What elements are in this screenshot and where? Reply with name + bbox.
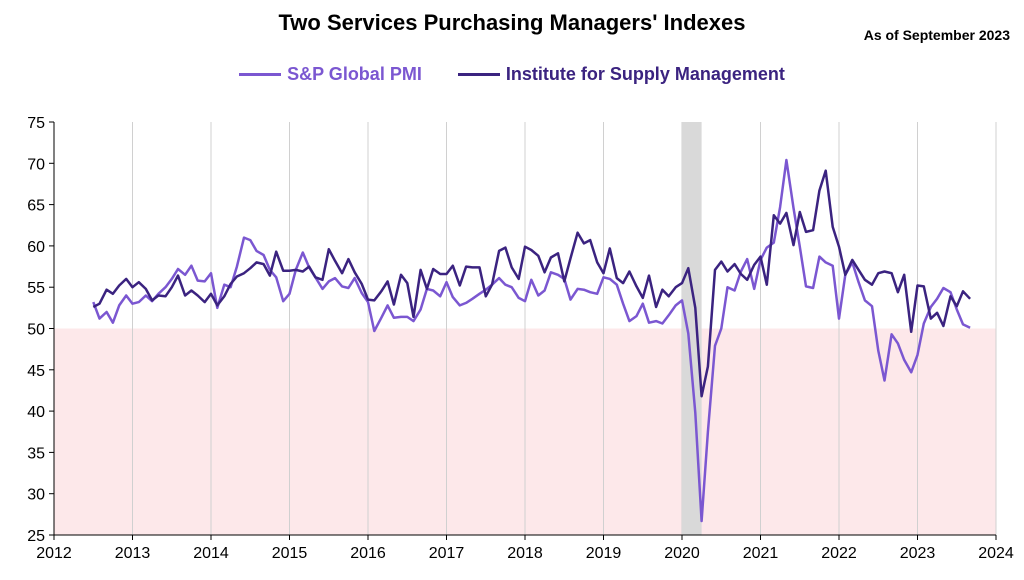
axes xyxy=(49,121,997,540)
x-tick-label: 2018 xyxy=(507,545,543,562)
legend-label-ism: Institute for Supply Management xyxy=(505,64,785,84)
y-tick-label: 70 xyxy=(27,156,45,173)
x-tick-label: 2022 xyxy=(821,545,857,562)
chart-title: Two Services Purchasing Managers' Indexe… xyxy=(278,10,746,35)
as-of-label: As of September 2023 xyxy=(863,27,1010,43)
x-tick-label: 2014 xyxy=(193,545,229,562)
x-tick-label: 2012 xyxy=(36,545,72,562)
legend-swatch-sp xyxy=(239,73,282,76)
y-tick-label: 40 xyxy=(27,404,45,421)
x-tick-label: 2020 xyxy=(664,545,700,562)
x-tick-label: 2016 xyxy=(350,545,386,562)
x-tick-label: 2017 xyxy=(429,545,465,562)
y-tick-label: 60 xyxy=(27,239,45,256)
series-lines xyxy=(92,158,972,523)
x-tick-label: 2019 xyxy=(586,545,622,562)
y-tick-label: 50 xyxy=(27,322,45,339)
y-tick-label: 55 xyxy=(27,280,45,297)
legend-item-ism: Institute for Supply Management xyxy=(457,64,785,85)
tick-labels: 2012 2013 2014 2015 2016 2017 2018 2019 2020 2021… xyxy=(27,115,1014,562)
x-tick-label: 2024 xyxy=(978,545,1014,562)
x-tick-label: 2015 xyxy=(272,545,308,562)
y-tick-label: 25 xyxy=(27,528,45,545)
legend: S&P Global PMI Institute for Supply Mana… xyxy=(0,64,1024,85)
y-tick-label: 30 xyxy=(27,487,45,504)
x-tick-label: 2021 xyxy=(743,545,779,562)
y-tick-label: 75 xyxy=(27,115,45,132)
x-tick-label: 2013 xyxy=(115,545,151,562)
legend-swatch-ism xyxy=(457,73,500,76)
series-line-ism xyxy=(92,169,972,398)
legend-item-sp: S&P Global PMI xyxy=(239,64,422,85)
y-tick-label: 65 xyxy=(27,198,45,215)
x-tick-label: 2023 xyxy=(900,545,936,562)
series-line-sp-global-pmi xyxy=(92,158,971,523)
legend-label-sp: S&P Global PMI xyxy=(287,64,422,84)
y-tick-label: 35 xyxy=(27,445,45,462)
y-tick-label: 45 xyxy=(27,363,45,380)
